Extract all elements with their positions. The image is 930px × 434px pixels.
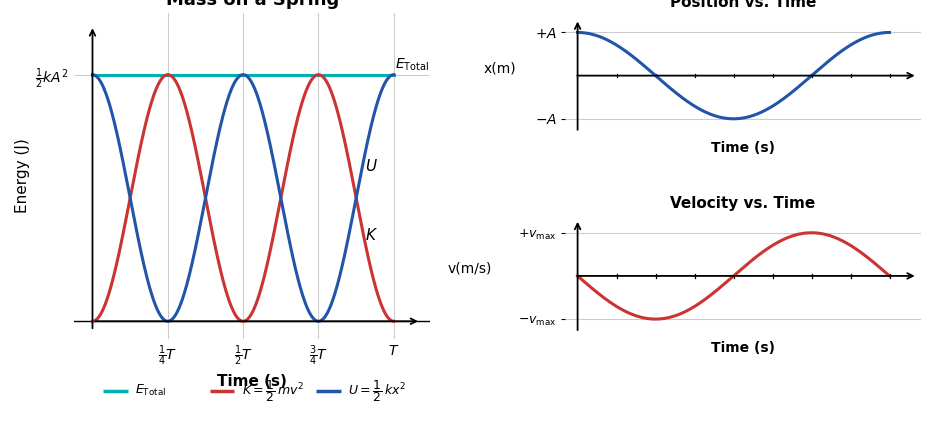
- Title: Position vs. Time: Position vs. Time: [670, 0, 817, 10]
- Y-axis label: v(m/s): v(m/s): [447, 262, 492, 276]
- Text: $E_{\mathrm{Total}}$: $E_{\mathrm{Total}}$: [135, 383, 166, 398]
- X-axis label: Time (s): Time (s): [711, 341, 775, 355]
- Text: $U$: $U$: [365, 158, 379, 174]
- Text: $E_{\mathrm{Total}}$: $E_{\mathrm{Total}}$: [395, 57, 430, 73]
- X-axis label: Time (s): Time (s): [711, 141, 775, 155]
- Y-axis label: x(m): x(m): [484, 62, 516, 76]
- Text: $U = \dfrac{1}{2}\,kx^2$: $U = \dfrac{1}{2}\,kx^2$: [348, 378, 406, 404]
- Text: $K = \dfrac{1}{2}\,mv^2$: $K = \dfrac{1}{2}\,mv^2$: [242, 378, 303, 404]
- Title: Mass on a Spring: Mass on a Spring: [166, 0, 339, 9]
- Text: $K$: $K$: [365, 227, 379, 243]
- X-axis label: Time (s): Time (s): [218, 374, 287, 389]
- Title: Velocity vs. Time: Velocity vs. Time: [671, 196, 816, 211]
- Y-axis label: Energy (J): Energy (J): [15, 138, 30, 213]
